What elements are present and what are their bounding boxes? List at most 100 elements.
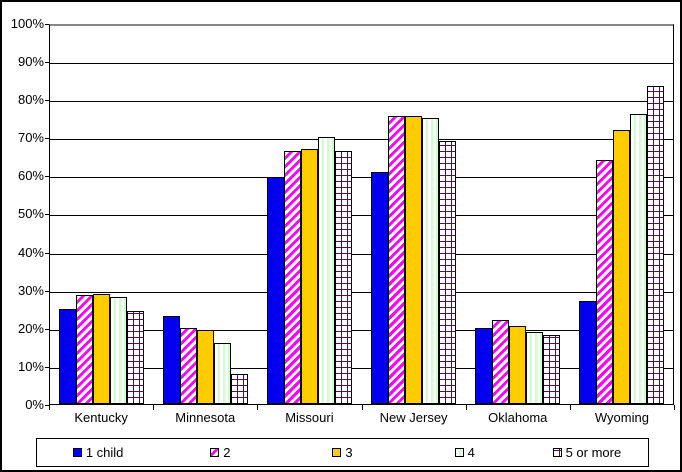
gridline-40 — [50, 254, 673, 255]
bar-magenta-diagonal-stripes — [595, 160, 613, 404]
legend: 1 child 2 3 4 5 or more — [36, 438, 649, 467]
bar-solid-blue — [578, 301, 596, 404]
x-tick-mark — [362, 405, 363, 410]
y-tick-mark — [45, 405, 49, 406]
x-category-label: Missouri — [285, 410, 334, 425]
bar-solid-gold — [612, 129, 630, 404]
bar-purple-grid — [127, 310, 145, 404]
legend-entry-4: 5 or more — [526, 444, 648, 460]
gridline-10 — [50, 368, 673, 369]
y-tick-mark — [45, 291, 49, 292]
y-tick-mark — [45, 176, 49, 177]
bar-group-oklahoma — [465, 25, 569, 404]
bar-purple-grid — [231, 373, 249, 404]
legend-label: 5 or more — [565, 444, 622, 460]
bar-group-minnesota — [154, 25, 258, 404]
bar-solid-blue — [267, 177, 285, 404]
bar-magenta-diagonal-stripes — [387, 116, 405, 404]
legend-label: 2 — [223, 444, 231, 460]
gridline-70 — [50, 139, 673, 140]
gridline-90 — [50, 63, 673, 64]
x-tick-mark — [153, 405, 154, 410]
gridline-80 — [50, 101, 673, 102]
bar-magenta-diagonal-stripes — [76, 295, 94, 404]
gridline-30 — [50, 292, 673, 293]
bar-purple-grid — [542, 335, 560, 404]
bar-solid-blue — [474, 327, 492, 404]
bar-solid-gold — [197, 329, 215, 404]
bar-solid-blue — [370, 171, 388, 404]
legend-label: 1 child — [85, 444, 124, 460]
x-axis-labels: Kentucky Minnesota Missouri New Jersey Oklah… — [49, 410, 674, 430]
y-tick-mark — [45, 62, 49, 63]
bar-group-kentucky — [50, 25, 154, 404]
legend-swatch-purple-grid — [552, 448, 562, 457]
x-category-label: Wyoming — [594, 410, 649, 425]
bar-solid-blue — [163, 316, 181, 404]
x-tick-mark — [257, 405, 258, 410]
bar-light-green-vertical-stripes — [629, 114, 647, 404]
x-category-label: Kentucky — [74, 410, 128, 425]
y-axis-labels: 0% 10% 20% 30% 40% 50% 60% 70% 80% 90% 100% — [2, 16, 44, 412]
bar-purple-grid — [438, 141, 456, 404]
bar-purple-grid — [646, 85, 664, 404]
y-tick-label: 30% — [17, 283, 44, 298]
bar-solid-gold — [301, 148, 319, 404]
bar-group-new-jersey — [361, 25, 465, 404]
x-tick-mark — [674, 405, 675, 410]
x-category-label: Oklahoma — [488, 410, 548, 425]
legend-swatch-light-green-vertical-stripes — [454, 448, 464, 457]
x-tick-mark — [570, 405, 571, 410]
y-tick-label: 10% — [17, 359, 44, 374]
bar-group-missouri — [258, 25, 362, 404]
x-category-label: New Jersey — [379, 410, 448, 425]
x-tick-mark — [466, 405, 467, 410]
bar-groups — [50, 25, 673, 404]
bar-magenta-diagonal-stripes — [180, 327, 198, 404]
legend-label: 4 — [467, 444, 475, 460]
y-tick-label: 20% — [17, 321, 44, 336]
legend-swatch-magenta-diagonal-stripes — [210, 448, 220, 457]
y-tick-label: 70% — [17, 130, 44, 145]
x-category-label: Minnesota — [175, 410, 236, 425]
y-tick-label: 100% — [10, 16, 44, 31]
bar-solid-blue — [59, 308, 77, 404]
legend-entry-3: 4 — [404, 444, 526, 460]
bar-light-green-vertical-stripes — [421, 118, 439, 404]
y-tick-label: 80% — [17, 92, 44, 107]
bar-light-green-vertical-stripes — [318, 137, 336, 404]
y-tick-label: 0% — [25, 397, 44, 412]
y-tick-label: 40% — [17, 245, 44, 260]
y-tick-mark — [45, 100, 49, 101]
bar-solid-gold — [93, 293, 111, 404]
y-tick-mark — [45, 214, 49, 215]
plot-area — [49, 24, 674, 405]
bar-magenta-diagonal-stripes — [491, 320, 509, 404]
gridline-20 — [50, 330, 673, 331]
y-tick-label: 90% — [17, 54, 44, 69]
y-tick-label: 60% — [17, 168, 44, 183]
y-tick-mark — [45, 329, 49, 330]
bar-light-green-vertical-stripes — [525, 331, 543, 404]
bar-purple-grid — [335, 150, 353, 404]
gridline-100 — [50, 25, 673, 26]
legend-swatch-solid-gold — [332, 448, 342, 457]
y-tick-mark — [45, 253, 49, 254]
bar-solid-gold — [404, 116, 422, 404]
gridline-50 — [50, 215, 673, 216]
y-tick-mark — [45, 138, 49, 139]
legend-swatch-solid-blue — [72, 448, 82, 457]
gridline-60 — [50, 177, 673, 178]
bar-light-green-vertical-stripes — [110, 297, 128, 404]
legend-entry-2: 3 — [281, 444, 403, 460]
y-tick-label: 50% — [17, 206, 44, 221]
legend-label: 3 — [345, 444, 353, 460]
y-tick-mark — [45, 24, 49, 25]
y-tick-mark — [45, 367, 49, 368]
bar-group-wyoming — [569, 25, 673, 404]
bar-light-green-vertical-stripes — [214, 343, 232, 404]
bar-solid-gold — [508, 325, 526, 404]
legend-entry-0: 1 child — [37, 444, 159, 460]
bar-magenta-diagonal-stripes — [284, 150, 302, 404]
